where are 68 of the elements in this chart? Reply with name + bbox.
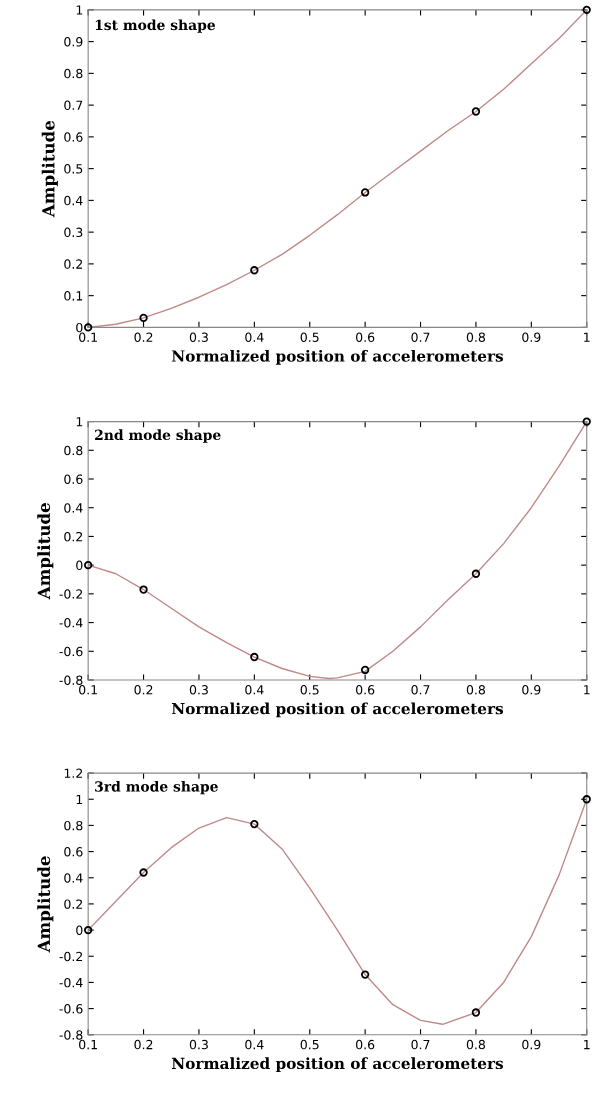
x-axis-title: Normalized position of accelerometers <box>171 1057 504 1073</box>
y-tick-label: 0.2 <box>64 899 83 909</box>
y-tick-label: 0.6 <box>64 847 83 857</box>
y-tick-label: 0.3 <box>64 227 83 238</box>
x-tick-label: 0.9 <box>522 332 541 342</box>
y-tick-label: 0 <box>76 925 83 936</box>
x-tick-label: 0.3 <box>189 1039 208 1050</box>
y-axis-title: Amplitude <box>41 120 58 218</box>
x-tick-label: 0.7 <box>411 332 430 342</box>
y-tick-label: 1.2 <box>64 768 83 778</box>
y-tick-label: 0.8 <box>64 445 83 456</box>
y-axis-title: Amplitude <box>37 856 54 953</box>
x-tick-label: 0.6 <box>356 685 375 695</box>
y-tick-label: 0 <box>76 322 83 333</box>
x-tick-label: 0.3 <box>189 332 208 342</box>
x-tick-label: 0.7 <box>411 685 430 695</box>
y-tick-label: -0.2 <box>59 589 83 599</box>
y-tick-label: 0.7 <box>64 100 83 111</box>
x-tick-label: 0.5 <box>300 685 319 695</box>
y-tick-label: 0.8 <box>64 820 83 831</box>
y-tick-label: -0.6 <box>59 1004 83 1014</box>
y-tick-label: 1 <box>76 417 83 427</box>
y-tick-label: -0.6 <box>59 646 83 657</box>
y-tick-label: 0.1 <box>64 291 83 301</box>
x-tick-label: 0.5 <box>300 332 319 342</box>
y-tick-label: 1 <box>76 794 83 804</box>
text: 1st mode shape <box>95 19 216 33</box>
x-tick-label: 0.2 <box>134 1039 153 1050</box>
x-tick-label: 0.8 <box>466 1039 486 1050</box>
x-tick-label: 0.4 <box>245 1039 264 1050</box>
x-tick-label: 1 <box>584 1040 590 1050</box>
y-tick-label: 0.6 <box>64 132 83 142</box>
y-tick-label: 0.6 <box>64 474 83 484</box>
x-tick-label: 0.9 <box>522 685 541 695</box>
y-tick-label: -0.4 <box>59 618 83 628</box>
y-tick-label: 0.9 <box>64 37 83 47</box>
text: 3rd mode shape <box>95 780 218 795</box>
x-tick-label: 0.3 <box>189 685 208 695</box>
x-tick-label: 0.6 <box>356 332 375 342</box>
text: 2nd mode shape <box>95 429 221 443</box>
y-tick-label: 0.2 <box>64 259 83 269</box>
x-tick-label: 0.7 <box>411 1039 430 1050</box>
x-tick-label: 0.5 <box>300 1039 319 1050</box>
x-tick-label: 0.4 <box>245 332 264 342</box>
x-tick-label: 0.8 <box>466 332 486 342</box>
y-tick-label: -0.2 <box>59 951 83 962</box>
x-tick-label: 0.2 <box>134 685 153 695</box>
x-tick-label: 0.2 <box>134 332 153 342</box>
x-axis-title: Normalized position of accelerometers <box>171 349 504 365</box>
y-tick-label: -0.8 <box>59 675 83 685</box>
y-tick-label: 0.4 <box>64 873 83 883</box>
y-tick-label: 0.4 <box>64 195 83 206</box>
y-tick-label: 0.2 <box>64 531 83 542</box>
y-tick-label: -0.4 <box>59 977 83 988</box>
x-tick-label: 1 <box>584 332 590 342</box>
y-tick-label: 0.5 <box>64 164 83 174</box>
x-tick-label: 0.9 <box>522 1039 541 1050</box>
y-tick-label: 0 <box>76 560 83 571</box>
x-axis-title: Normalized position of accelerometers <box>171 702 504 718</box>
x-tick-label: 1 <box>584 685 590 695</box>
y-tick-label: 0.8 <box>64 68 83 79</box>
x-tick-label: 0.4 <box>245 685 264 695</box>
x-tick-label: 0.6 <box>356 1039 375 1050</box>
y-axis-title: Amplitude <box>37 503 54 600</box>
y-tick-label: 0.4 <box>64 503 83 513</box>
y-tick-label: 1 <box>76 5 83 15</box>
y-tick-label: -0.8 <box>59 1030 83 1040</box>
x-tick-label: 0.8 <box>466 685 486 695</box>
